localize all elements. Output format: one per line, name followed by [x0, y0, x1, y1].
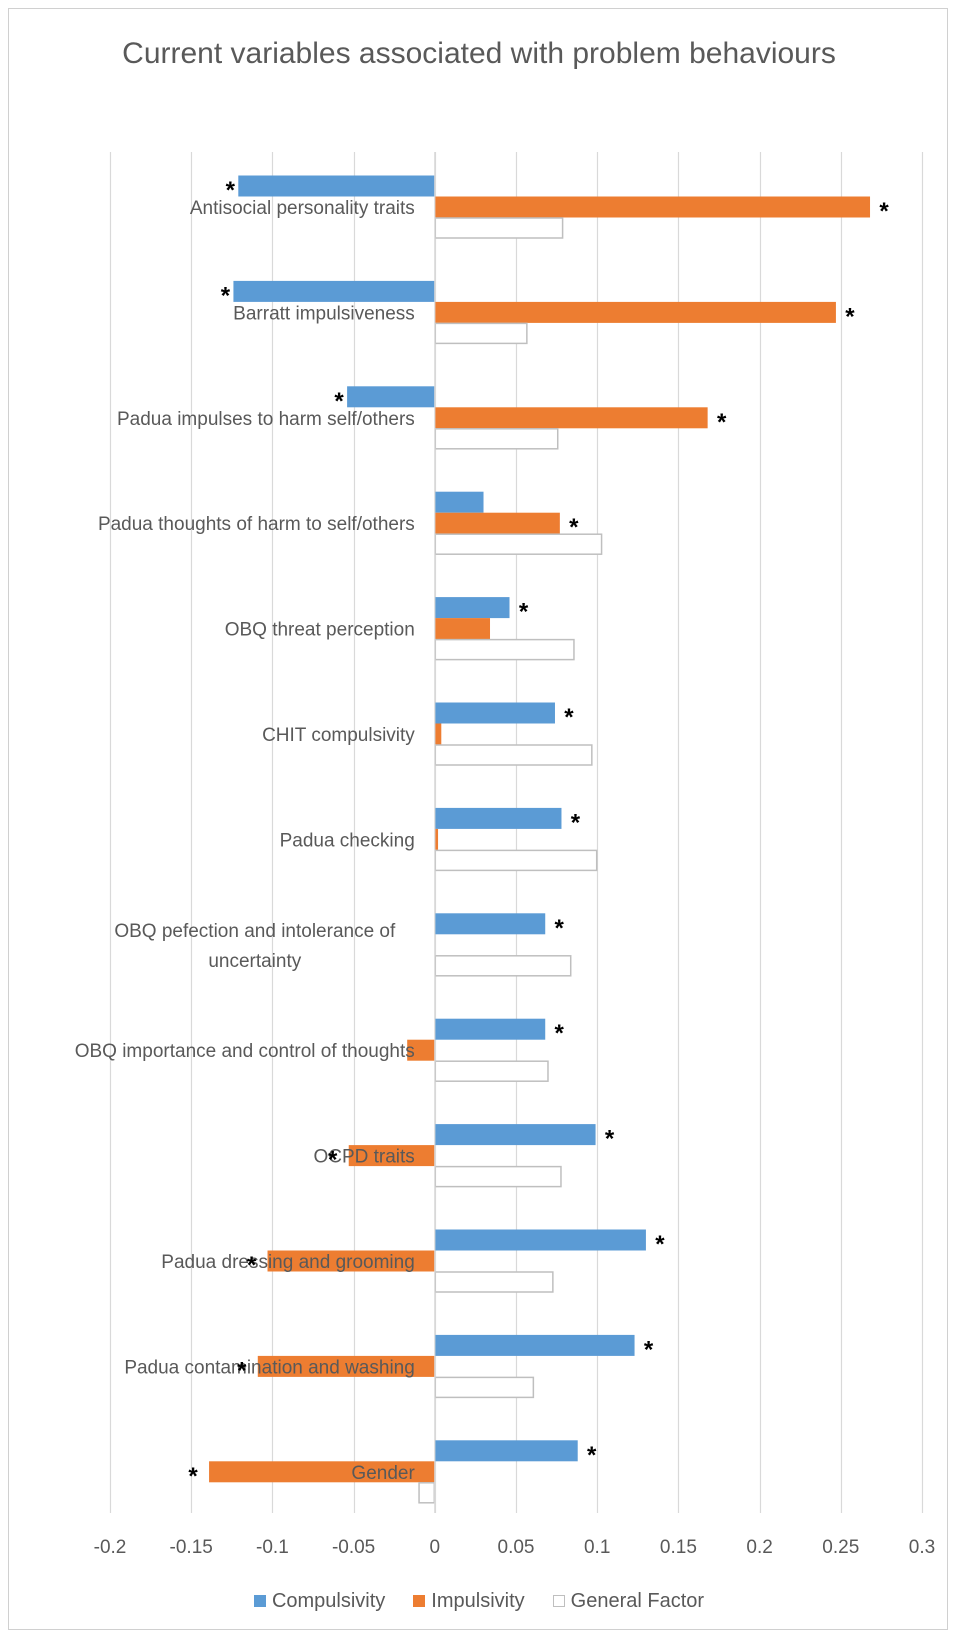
compulsivity-significance-marker: * — [587, 1442, 597, 1469]
compulsivity-bar — [434, 1334, 635, 1356]
category-label: Padua thoughts of harm to self/others — [98, 514, 415, 535]
impulsivity-significance-marker: * — [879, 198, 889, 225]
compulsivity-bar — [434, 491, 484, 513]
general-factor-bar — [434, 955, 572, 977]
compulsivity-significance-marker: * — [334, 388, 344, 415]
compulsivity-bar — [347, 386, 435, 408]
impulsivity-bar — [267, 1250, 435, 1272]
compulsivity-bar — [434, 1440, 578, 1462]
x-tick-label: 0.3 — [909, 1537, 935, 1558]
impulsivity-significance-marker: * — [237, 1357, 247, 1384]
x-tick-label: 0.15 — [660, 1537, 697, 1558]
category-label: OBQ pefection and intolerance of uncertai… — [114, 921, 396, 972]
compulsivity-bar — [434, 1124, 596, 1146]
category-label: OBQ threat perception — [225, 620, 415, 641]
impulsivity-bar — [434, 196, 871, 218]
category-label: Gender — [351, 1463, 415, 1484]
general-factor-bar — [434, 1271, 554, 1293]
impulsivity-bar — [407, 1039, 435, 1061]
category-label: Padua impulses to harm self/others — [117, 409, 415, 430]
impulsivity-significance-marker: * — [845, 303, 855, 330]
general-factor-bar — [434, 1165, 562, 1188]
general-factor-bar — [434, 1060, 549, 1082]
compulsivity-bar — [434, 913, 546, 935]
compulsivity-significance-marker: * — [555, 1020, 565, 1047]
legend-general-factor: General Factor — [552, 1589, 705, 1613]
chart-title: Current variables associated with proble… — [122, 37, 836, 70]
legend-compulsivity: Compulsivity — [253, 1589, 386, 1613]
impulsivity-significance-marker: * — [188, 1463, 198, 1490]
impulsivity-bar — [434, 828, 439, 850]
legend-impulsivity: Impulsivity — [413, 1589, 525, 1613]
x-tick-label: 0.1 — [584, 1537, 610, 1558]
impulsivity-bar — [257, 1355, 435, 1377]
legend-label: Impulsivity — [431, 1589, 525, 1612]
x-tick-label: 0.05 — [498, 1537, 535, 1558]
category-label: OCPD traits — [313, 1147, 414, 1168]
impulsivity-bar — [434, 723, 442, 745]
legend-swatch — [413, 1595, 426, 1607]
compulsivity-bar — [434, 702, 555, 724]
impulsivity-bar — [209, 1461, 435, 1483]
impulsivity-significance-marker: * — [569, 514, 579, 541]
x-tick-label: -0.1 — [256, 1537, 289, 1558]
compulsivity-significance-marker: * — [605, 1126, 615, 1153]
x-tick-label: -0.05 — [332, 1537, 375, 1558]
x-tick-label: -0.15 — [170, 1537, 213, 1558]
compulsivity-significance-marker: * — [655, 1231, 665, 1258]
category-label: Barratt impulsiveness — [233, 303, 415, 324]
legend-label: Compulsivity — [271, 1589, 386, 1612]
x-tick-label: 0.2 — [746, 1537, 772, 1558]
impulsivity-bar — [434, 301, 836, 323]
compulsivity-significance-marker: * — [564, 704, 574, 731]
compulsivity-bar — [238, 175, 435, 197]
legend-swatch — [253, 1595, 266, 1607]
impulsivity-significance-marker: * — [328, 1147, 338, 1174]
compulsivity-bar — [434, 597, 510, 619]
general-factor-bar — [434, 1376, 535, 1399]
category-label: Padua dressing and grooming — [161, 1252, 415, 1273]
x-tick-label: 0.25 — [822, 1537, 859, 1558]
general-factor-bar — [418, 1482, 436, 1504]
impulsivity-bar — [434, 407, 708, 429]
impulsivity-significance-marker: * — [717, 409, 727, 436]
general-factor-bar — [434, 217, 564, 239]
compulsivity-significance-marker: * — [226, 177, 236, 204]
compulsivity-significance-marker: * — [519, 599, 529, 626]
general-factor-bar — [434, 322, 528, 345]
category-label: CHIT compulsivity — [262, 725, 415, 746]
compulsivity-bar — [233, 280, 435, 302]
impulsivity-bar — [434, 618, 491, 640]
category-label: Antisocial personality traits — [190, 198, 415, 219]
general-factor-bar — [434, 849, 598, 872]
impulsivity-bar — [348, 1145, 435, 1167]
general-factor-bar — [434, 638, 575, 661]
impulsivity-bar — [434, 512, 560, 534]
compulsivity-bar — [434, 1018, 546, 1040]
legend-label: General Factor — [570, 1589, 705, 1612]
general-factor-bar — [434, 744, 593, 766]
compulsivity-significance-marker: * — [555, 915, 565, 942]
compulsivity-bar — [434, 1229, 646, 1251]
x-tick-label: -0.2 — [94, 1537, 127, 1558]
category-label: Padua checking — [280, 830, 415, 851]
category-label: Padua contamination and washing — [124, 1357, 414, 1378]
legend-swatch — [552, 1595, 565, 1607]
compulsivity-significance-marker: * — [221, 282, 231, 309]
category-label: OBQ importance and control of thoughts — [75, 1041, 415, 1062]
compulsivity-significance-marker: * — [571, 809, 581, 836]
x-tick-label: 0 — [430, 1537, 441, 1558]
impulsivity-significance-marker: * — [247, 1252, 257, 1279]
compulsivity-bar — [434, 807, 562, 829]
legend: Compulsivity Impulsivity General Factor — [0, 1587, 958, 1615]
general-factor-bar — [434, 428, 559, 450]
compulsivity-significance-marker: * — [644, 1336, 654, 1363]
